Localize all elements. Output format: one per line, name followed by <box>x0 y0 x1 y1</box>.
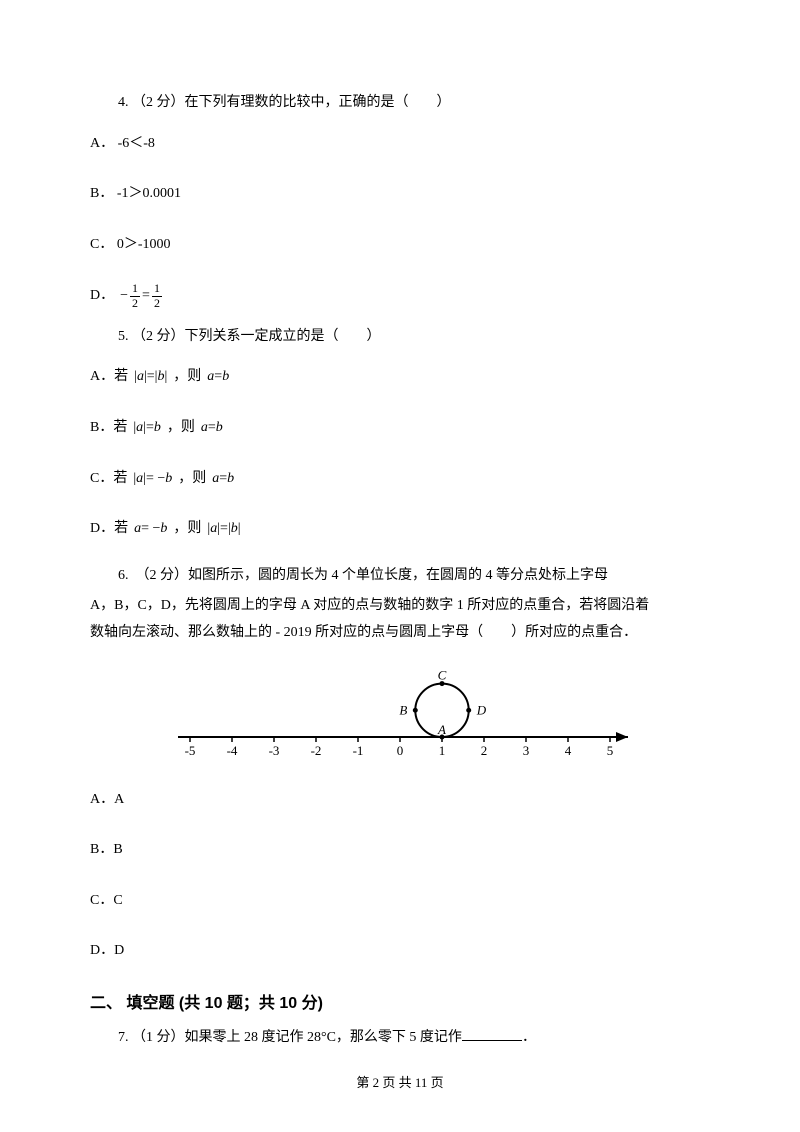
q5-option-a: A．若 |a|=|b| ，则 a=b <box>90 354 710 401</box>
svg-text:-3: -3 <box>269 743 280 758</box>
svg-text:-5: -5 <box>185 743 196 758</box>
svg-text:-2: -2 <box>311 743 322 758</box>
math-expr: a=b <box>212 466 234 493</box>
abs-r: | <box>164 369 167 384</box>
q5-a-mid: ，则 <box>173 364 201 391</box>
svg-text:-1: -1 <box>353 743 364 758</box>
var-b: b <box>231 521 238 536</box>
math-expr: |a|=|b| <box>207 516 240 543</box>
q5-a-pre: A．若 <box>90 364 128 391</box>
eq: = <box>220 521 228 536</box>
q6-stem-line1: 6. （2 分）如图所示，圆的周长为 4 个单位长度，在圆周的 4 等分点处标上… <box>90 563 710 590</box>
svg-text:1: 1 <box>439 743 446 758</box>
eq-neg: = − <box>146 471 165 486</box>
var-b: b <box>160 521 167 536</box>
var-b: b <box>154 420 161 435</box>
var-a: a <box>201 420 208 435</box>
eq: = <box>147 369 155 384</box>
svg-text:A: A <box>437 722 446 737</box>
q6-option-b: B．B <box>90 827 710 874</box>
eq: = <box>208 420 216 435</box>
q7-stem: 7. （1 分）如果零上 28 度记作 28°C，那么零下 5 度记作 ． <box>90 1025 710 1052</box>
q5-c-mid: ，则 <box>178 466 206 493</box>
fraction-1-2-b: 1 2 <box>152 282 162 309</box>
frac-num: 1 <box>130 282 140 296</box>
q5-b-pre: B．若 <box>90 415 127 442</box>
q6-option-d: D．D <box>90 928 710 975</box>
q5-stem: 5. （2 分）下列关系一定成立的是（ ） <box>90 324 710 351</box>
var-a: a <box>137 369 144 384</box>
svg-text:5: 5 <box>607 743 614 758</box>
math-expr: a=b <box>207 364 229 391</box>
equals-sign: = <box>142 283 150 310</box>
q7-stem-post: ． <box>522 1030 536 1045</box>
math-expr: |a|=b <box>133 415 161 442</box>
svg-text:3: 3 <box>523 743 530 758</box>
eq: = <box>146 420 154 435</box>
math-expr: |a|=|b| <box>134 364 167 391</box>
eq: = <box>219 471 227 486</box>
page-footer: 第 2 页 共 11 页 <box>0 1071 800 1096</box>
q5-option-c: C．若 |a|= −b ，则 a=b <box>90 456 710 503</box>
q4-stem: 4. （2 分）在下列有理数的比较中，正确的是（ ） <box>90 90 710 117</box>
section-2-header: 二、 填空题 (共 10 题；共 10 分) <box>90 989 710 1019</box>
q6-stem-line2: A，B，C，D，先将圆周上的字母 A 对应的点与数轴的数字 1 所对应的点重合，… <box>90 593 710 620</box>
svg-text:0: 0 <box>397 743 404 758</box>
var-b: b <box>227 471 234 486</box>
svg-text:-4: -4 <box>227 743 238 758</box>
fill-blank <box>462 1026 522 1041</box>
svg-text:4: 4 <box>565 743 572 758</box>
q4-d-label: D． <box>90 283 114 310</box>
q4-option-b: B． -1＞0.0001 <box>90 171 710 218</box>
q5-c-pre: C．若 <box>90 466 127 493</box>
math-expr: a=b <box>201 415 223 442</box>
math-expr: a= −b <box>134 516 167 543</box>
var-b: b <box>222 369 229 384</box>
math-expr: |a|= −b <box>133 466 172 493</box>
var-b: b <box>216 420 223 435</box>
q5-d-pre: D．若 <box>90 516 128 543</box>
q4-option-d: D． − 1 2 = 1 2 <box>90 272 710 319</box>
q6-option-a: A．A <box>90 777 710 824</box>
q5-option-b: B．若 |a|=b ，则 a=b <box>90 405 710 452</box>
q5-b-mid: ，则 <box>167 415 195 442</box>
q4-option-c: C． 0＞-1000 <box>90 222 710 269</box>
frac-den: 2 <box>152 297 162 310</box>
svg-text:2: 2 <box>481 743 488 758</box>
neg-sign: − <box>120 283 128 310</box>
frac-num: 1 <box>152 282 162 296</box>
svg-text:B: B <box>399 702 407 717</box>
eq-neg: = − <box>141 521 160 536</box>
q7-stem-pre: 7. （1 分）如果零上 28 度记作 28°C，那么零下 5 度记作 <box>118 1030 462 1045</box>
eq: = <box>214 369 222 384</box>
q5-option-d: D．若 a= −b ，则 |a|=|b| <box>90 506 710 553</box>
svg-text:D: D <box>476 702 487 717</box>
frac-den: 2 <box>130 297 140 310</box>
fraction-1-2: 1 2 <box>130 282 140 309</box>
var-b: b <box>165 471 172 486</box>
svg-text:C: C <box>438 667 447 682</box>
q4-option-a: A． -6＜-8 <box>90 121 710 168</box>
q6-stem-line3: 数轴向左滚动、那么数轴上的 - 2019 所对应的点与圆周上字母（ ）所对应的点… <box>90 620 710 647</box>
q6-diagram: -5 -4 -3 -2 -1 0 1 2 3 4 5 A D C B <box>160 667 640 767</box>
q5-d-mid: ，则 <box>173 516 201 543</box>
q6-option-c: C．C <box>90 878 710 925</box>
abs-r: | <box>238 521 241 536</box>
